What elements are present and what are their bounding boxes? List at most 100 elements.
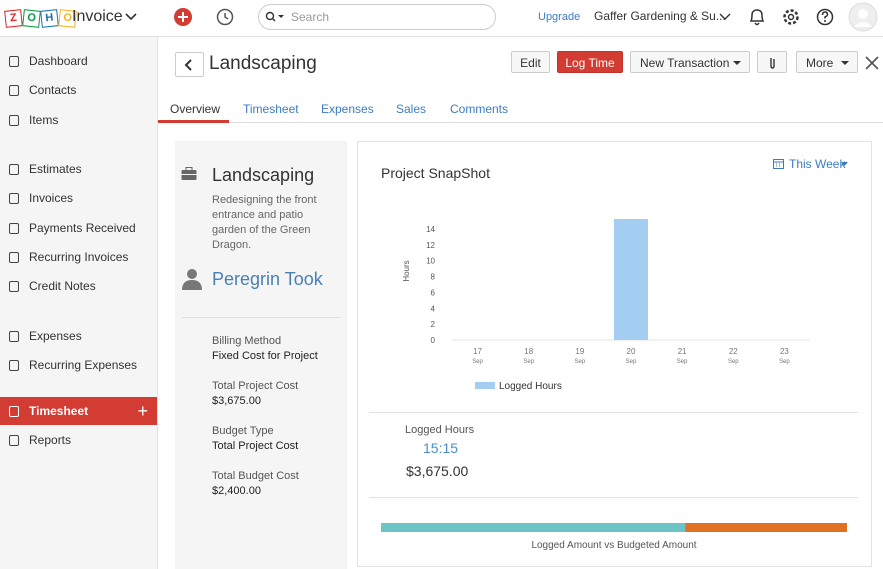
tab[interactable]: Sales — [396, 102, 427, 116]
button-label: More — [806, 56, 834, 70]
nav-icon — [9, 406, 19, 417]
customer-icon — [182, 269, 202, 290]
x-tick-label: Sep — [779, 359, 790, 365]
nav-label: Credit Notes — [29, 279, 96, 293]
nav-item[interactable]: Reports — [0, 426, 157, 454]
project-description: Redesigning the front entrance and patio… — [212, 194, 317, 251]
nav-label: Payments Received — [29, 221, 136, 235]
search-placeholder: Search — [291, 10, 330, 24]
page-title: Landscaping — [209, 53, 317, 74]
nav-icon — [9, 115, 19, 126]
settings[interactable] — [780, 6, 802, 28]
y-tick-label: 6 — [431, 288, 436, 297]
budget-segment — [381, 523, 686, 532]
x-tick-label: 20 — [627, 347, 636, 356]
help[interactable] — [815, 6, 837, 28]
nav-label: Estimates — [29, 162, 82, 176]
nav-item[interactable]: Items — [0, 106, 157, 134]
notifications[interactable] — [747, 6, 767, 28]
close-button[interactable] — [865, 56, 879, 70]
project-icon — [181, 167, 197, 180]
nav-label: Timesheet — [29, 404, 89, 418]
org-chevron[interactable] — [718, 12, 732, 22]
nav-label: Recurring Invoices — [29, 250, 129, 264]
nav-item[interactable]: Estimates — [0, 155, 157, 183]
top-bar — [0, 0, 883, 37]
hours-chart: 0 2 4 6 8 10 12 14 Hours 17 Sep 18 Sep 19 Sep 20 Sep 21 Se… — [402, 219, 810, 392]
nav-icon — [9, 360, 19, 371]
nav-item[interactable]: Credit Notes — [0, 272, 157, 300]
x-tick-label: 22 — [729, 347, 738, 356]
calendar-icon[interactable] — [773, 158, 785, 169]
nav-item[interactable]: Timesheet + — [0, 397, 157, 425]
search-box[interactable] — [258, 4, 496, 30]
back-button[interactable] — [175, 52, 204, 77]
avatar[interactable] — [848, 2, 878, 32]
nav-icon — [9, 164, 19, 175]
y-tick-label: 0 — [431, 336, 436, 345]
log-time-button[interactable]: Log Time — [557, 51, 623, 73]
period-caret[interactable] — [841, 162, 848, 167]
x-tick-label: 21 — [678, 347, 687, 356]
org-name[interactable]: Gaffer Gardening & Su... — [594, 9, 726, 23]
nav-item[interactable]: Contacts — [0, 76, 157, 104]
logged-label: Logged Hours — [405, 424, 475, 436]
nav-icon — [9, 193, 19, 204]
nav-add[interactable]: + — [137, 401, 148, 421]
y-axis-label: Hours — [402, 260, 411, 281]
logo-letter: H — [40, 9, 59, 28]
active-tab-indicator — [158, 120, 229, 123]
snapshot-title: Project SnapShot — [381, 165, 490, 181]
search-icon[interactable] — [265, 11, 287, 23]
logo-letter: O — [22, 9, 41, 28]
more-button[interactable]: More — [796, 51, 858, 73]
nav-item[interactable]: Payments Received — [0, 214, 157, 242]
nav-item[interactable]: Recurring Invoices — [0, 243, 157, 271]
sidebar: Dashboard Contacts Items Estimates Invoices P… — [0, 37, 158, 569]
field-label: Total Budget Cost — [212, 470, 299, 482]
tab[interactable]: Expenses — [321, 102, 374, 116]
upgrade-link[interactable]: Upgrade — [538, 11, 581, 23]
bar — [614, 219, 648, 340]
x-tick-label: Sep — [677, 359, 688, 365]
y-tick-label: 2 — [431, 320, 436, 329]
nav-item[interactable]: Recurring Expenses — [0, 351, 157, 379]
new-transaction-button[interactable]: New Transaction — [630, 51, 750, 73]
app-chevron[interactable] — [124, 12, 138, 22]
nav-item[interactable]: Invoices — [0, 184, 157, 212]
nav-icon — [9, 281, 19, 292]
field-label: Total Project Cost — [212, 380, 299, 392]
app-name[interactable]: Invoice — [72, 8, 123, 25]
nav-label: Invoices — [29, 191, 74, 205]
x-tick-label: Sep — [472, 359, 483, 365]
nav-icon — [9, 331, 19, 342]
tab[interactable]: Comments — [450, 102, 509, 116]
nav-item[interactable]: Expenses — [0, 322, 157, 350]
x-tick-label: Sep — [575, 359, 586, 365]
x-tick-label: Sep — [728, 359, 739, 365]
project-panel — [175, 141, 347, 569]
attach-button[interactable] — [757, 51, 787, 73]
period-filter[interactable]: This Week — [789, 157, 846, 171]
customer-name[interactable]: Peregrin Took — [212, 269, 323, 289]
button-label: New Transaction — [640, 56, 730, 70]
nav-item[interactable]: Dashboard — [0, 47, 157, 75]
tab[interactable]: Overview — [170, 102, 221, 116]
quick-create[interactable] — [173, 7, 193, 27]
recent-icon[interactable] — [215, 7, 235, 27]
y-tick-label: 14 — [426, 225, 435, 234]
y-tick-label: 4 — [431, 304, 436, 313]
edit-button[interactable]: Edit — [511, 51, 550, 73]
progress-bar — [381, 523, 847, 532]
legend-swatch — [475, 382, 495, 389]
nav-label: Expenses — [29, 329, 82, 343]
field-value: $3,675.00 — [212, 395, 261, 407]
x-tick-label: 17 — [473, 347, 482, 356]
tab[interactable]: Timesheet — [243, 102, 299, 116]
panel-divider — [182, 317, 340, 318]
nav-icon — [9, 252, 19, 263]
field-value: $2,400.00 — [212, 485, 261, 497]
nav-label: Items — [29, 113, 59, 127]
